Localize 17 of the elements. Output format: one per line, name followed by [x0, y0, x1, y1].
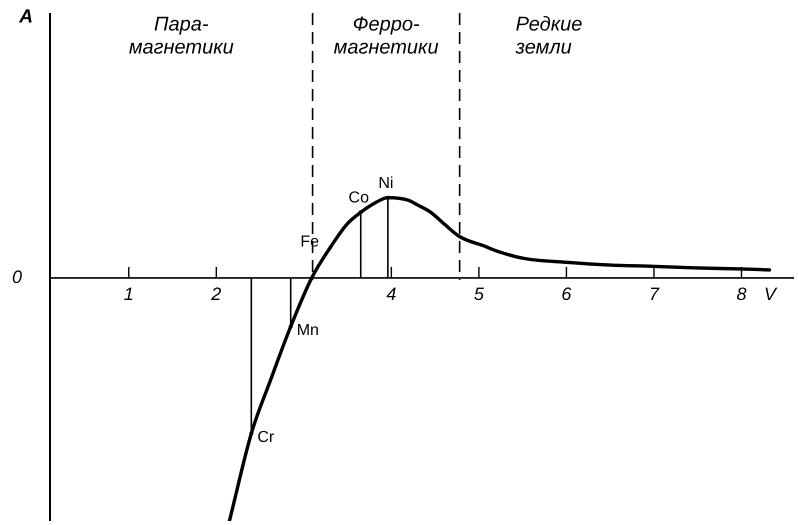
x-tick-label: 4 — [386, 284, 396, 304]
text: Пара- магнетики — [128, 14, 234, 59]
annotation: Mn — [296, 322, 319, 339]
x-tick-label: 6 — [561, 284, 572, 304]
x-axis-title: V — [764, 284, 778, 304]
x-tick-label: 2 — [210, 284, 222, 304]
x-tick-label: 7 — [648, 284, 660, 304]
x-tick-label: 8 — [736, 284, 746, 304]
annotation: Cr — [257, 428, 275, 446]
annotation: Ni — [378, 175, 394, 192]
text: A — [18, 6, 33, 28]
text: Редкие земли — [514, 14, 582, 59]
text: Ферро- магнетики — [334, 14, 439, 59]
x-tick-label: 1 — [124, 284, 134, 304]
x-tick-label: 5 — [474, 284, 485, 304]
annotation: Co — [348, 190, 370, 207]
text: 0 — [12, 266, 22, 287]
